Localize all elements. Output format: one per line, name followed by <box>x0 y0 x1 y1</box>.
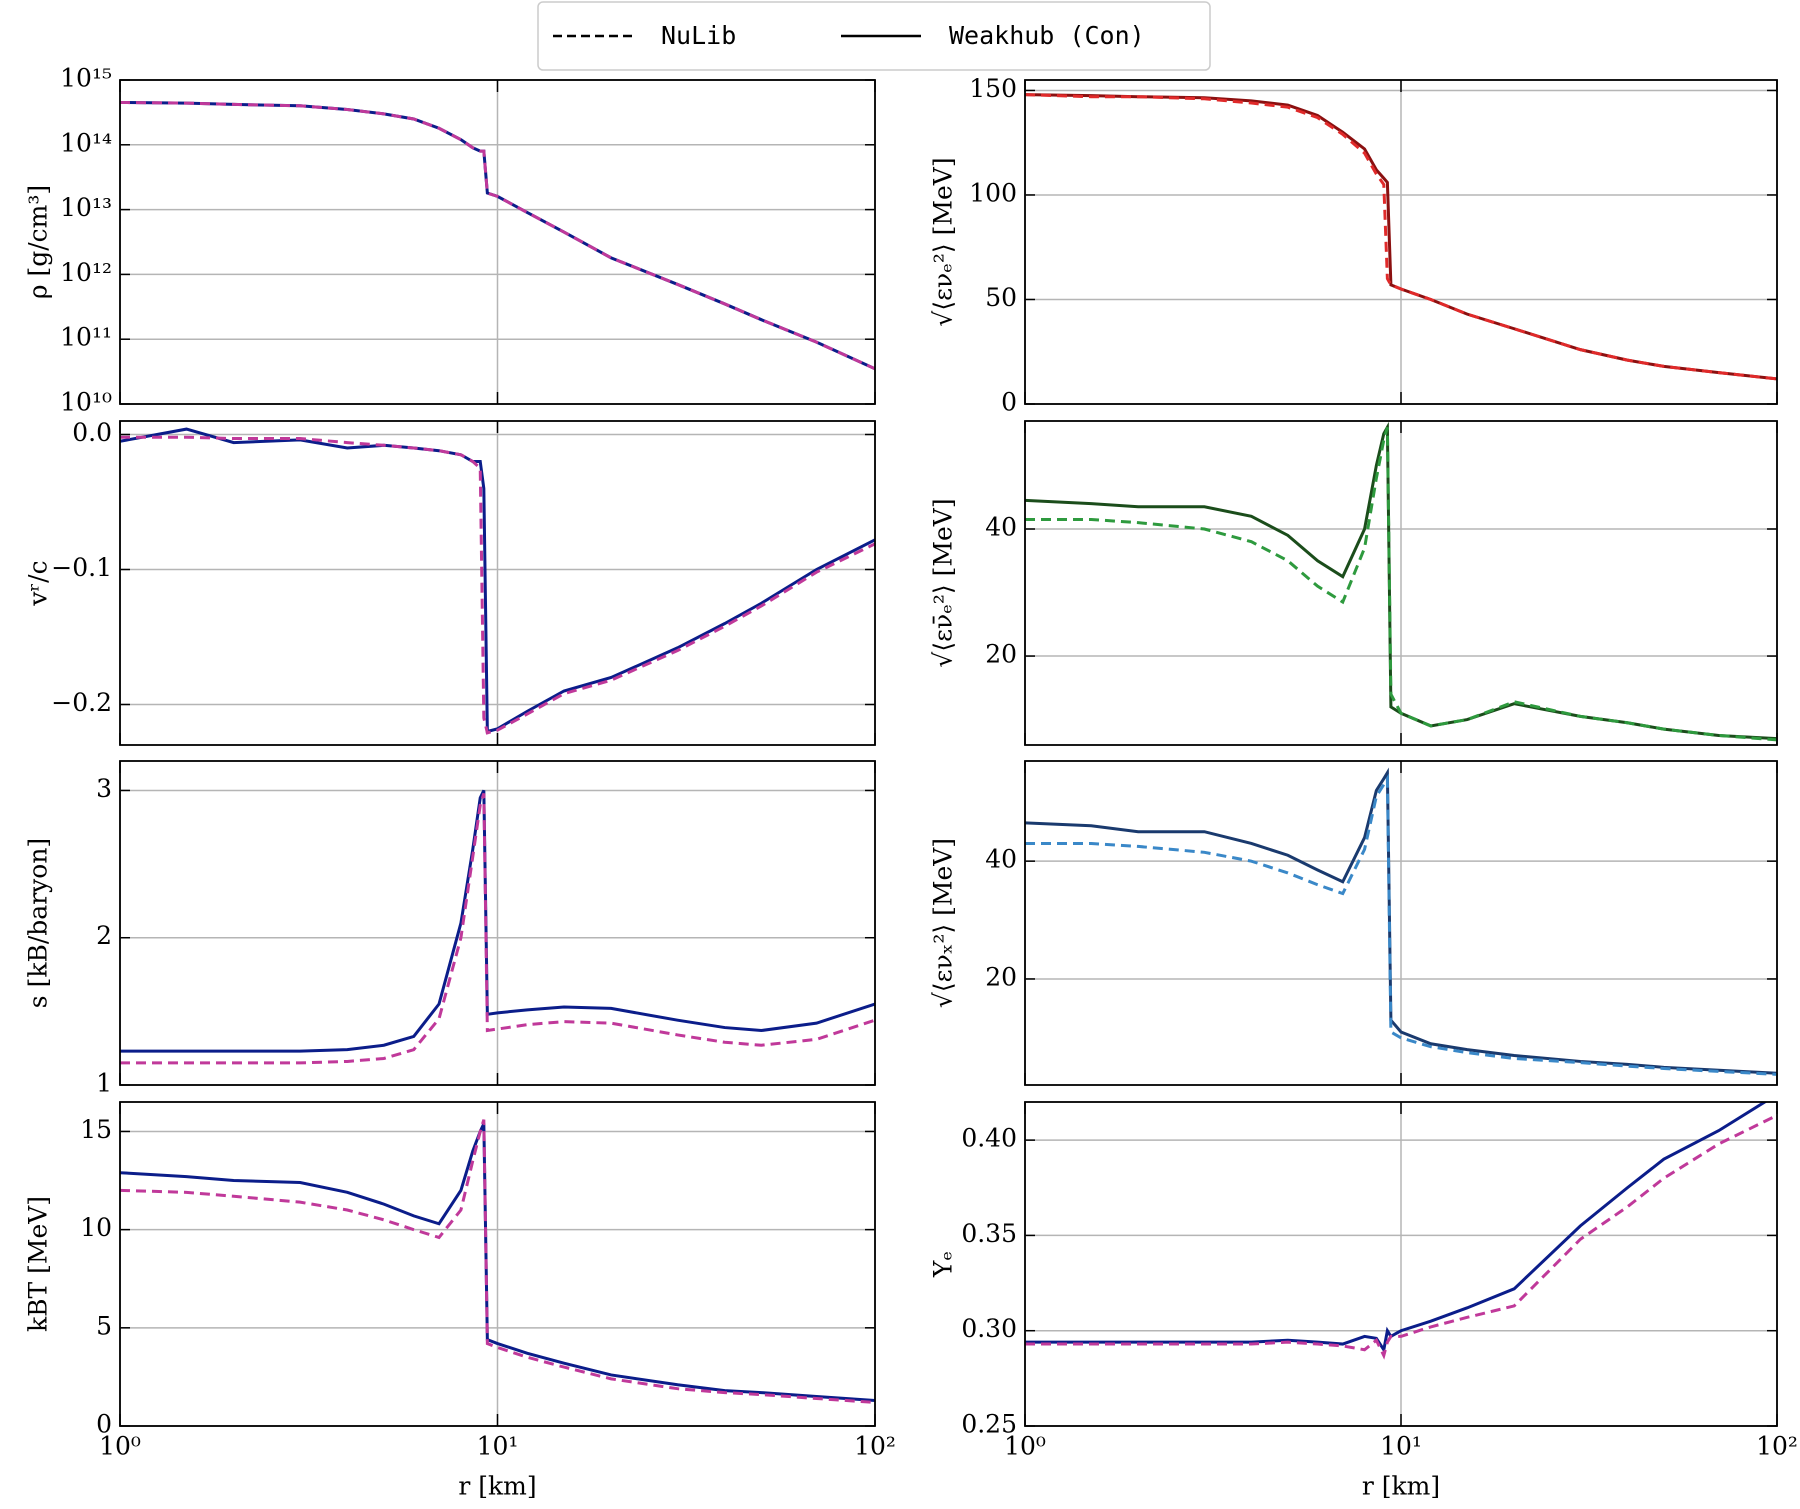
legend-label: NuLib <box>661 21 736 50</box>
y-tick-label: 10¹² <box>60 258 112 287</box>
y-tick-label: 10 <box>80 1213 112 1242</box>
series-line <box>1025 93 1777 381</box>
plot-frame <box>1024 760 1778 1086</box>
y-tick-label: 0.0 <box>72 418 112 447</box>
y-axis-label: Yₑ <box>929 1251 958 1278</box>
y-tick-label: −0.2 <box>51 688 112 717</box>
y-axis-label: ρ [g/cm³] <box>24 185 53 299</box>
plot-frame <box>1024 420 1778 746</box>
series-line <box>120 1119 875 1404</box>
x-axis-label: r [km] <box>458 1472 536 1501</box>
y-axis-label: s [kB/baryon] <box>24 838 53 1008</box>
x-tick-label: 10² <box>1756 1432 1798 1461</box>
y-tick-label: 2 <box>96 921 112 950</box>
series-line <box>120 789 875 1053</box>
y-tick-label: 0.40 <box>961 1124 1017 1153</box>
y-tick-label: 3 <box>96 774 112 803</box>
y-axis-label: kBT [MeV] <box>24 1196 53 1332</box>
y-axis-label: vʳ/c <box>24 560 53 606</box>
plot-frame <box>1024 79 1778 405</box>
legend-label: Weakhub (Con) <box>949 21 1145 50</box>
y-axis-label: √⟨ενₑ²⟩ [MeV] <box>929 157 958 326</box>
series-line <box>120 1122 875 1402</box>
y-tick-label: 10¹¹ <box>60 323 112 352</box>
series-line <box>1025 93 1777 381</box>
y-tick-label: 10¹³ <box>60 193 112 222</box>
x-tick-label: 10¹ <box>477 1432 519 1461</box>
y-tick-label: 15 <box>80 1115 112 1144</box>
y-tick-label: 100 <box>969 178 1017 207</box>
plot-frame <box>119 420 876 746</box>
y-axis-label: √⟨εν̄ₑ²⟩ [MeV] <box>929 498 958 667</box>
plot-frame <box>119 1101 876 1427</box>
x-tick-label: 10⁰ <box>99 1432 141 1461</box>
y-tick-label: 10¹⁰ <box>60 388 112 417</box>
y-tick-label: 0.25 <box>961 1410 1017 1439</box>
y-tick-label: −0.1 <box>51 553 112 582</box>
y-tick-label: 10¹⁴ <box>60 128 112 157</box>
plot-frame <box>1024 1101 1778 1427</box>
y-tick-label: 10¹⁵ <box>60 64 112 93</box>
x-tick-label: 10¹ <box>1380 1432 1422 1461</box>
y-tick-label: 0 <box>1001 388 1017 417</box>
plot-frame <box>119 79 876 405</box>
series-line <box>1025 1113 1777 1360</box>
series-line <box>120 435 875 735</box>
y-tick-label: 40 <box>985 845 1017 874</box>
plot-frame <box>119 760 876 1086</box>
y-tick-label: 0.30 <box>961 1314 1017 1343</box>
y-tick-label: 40 <box>985 513 1017 542</box>
y-tick-label: 150 <box>969 74 1017 103</box>
series-line <box>1025 773 1777 1076</box>
y-tick-label: 20 <box>985 962 1017 991</box>
series-line <box>120 427 875 734</box>
y-tick-label: 0.35 <box>961 1219 1017 1248</box>
x-tick-label: 10⁰ <box>1004 1432 1046 1461</box>
x-axis-label: r [km] <box>1362 1472 1440 1501</box>
series-line <box>1025 1102 1768 1354</box>
series-line <box>1025 426 1777 742</box>
y-tick-label: 20 <box>985 640 1017 669</box>
series-line <box>120 100 875 371</box>
y-tick-label: 0 <box>96 1410 112 1439</box>
y-tick-label: 1 <box>96 1069 112 1098</box>
y-axis-label: √⟨ενₓ²⟩ [MeV] <box>929 838 958 1008</box>
x-tick-label: 10² <box>854 1432 896 1461</box>
y-tick-label: 50 <box>985 283 1017 312</box>
y-tick-label: 5 <box>96 1311 112 1340</box>
